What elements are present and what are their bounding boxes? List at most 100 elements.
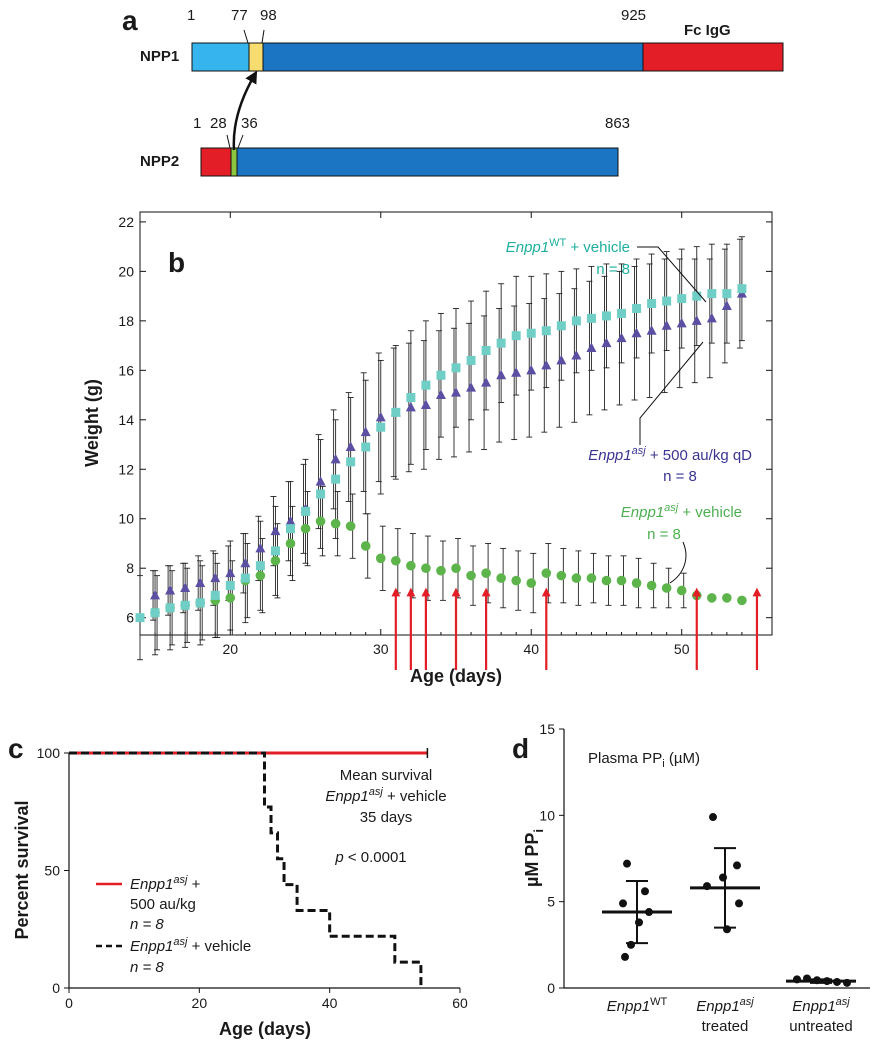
label-asj-treated-leader [639, 341, 704, 445]
survival-annotation-rest: + vehicle [383, 788, 447, 805]
point-treated [210, 572, 221, 583]
category-untreated: Enpp1asj [792, 996, 850, 1015]
panel-label-d: d [512, 733, 529, 764]
plot-d-title: Plasma PPi (µM) [588, 750, 700, 770]
data-point-wt [645, 908, 653, 917]
point-vehicle [436, 565, 446, 576]
point-vehicle [676, 585, 687, 596]
y-tick-label-14: 14 [118, 412, 134, 428]
legend-vehicle-n: n = 8 [130, 959, 164, 976]
npp2-tick-36 [237, 134, 244, 149]
point-vehicle [586, 573, 597, 583]
npp2-n-terminal-domain [200, 147, 232, 177]
point-treated [315, 476, 326, 486]
category-treated-gene: Enpp1 [696, 998, 739, 1015]
point-treated [270, 525, 281, 536]
point-treated [571, 349, 582, 360]
npp1-pos-77: 77 [231, 7, 248, 24]
label-asj-treated-rest: + 500 au/kg qD [646, 447, 752, 464]
npp2-catalytic-domain [236, 147, 619, 177]
plot-b-markers [135, 284, 747, 623]
c-x-tick-label-0: 0 [65, 995, 73, 1011]
plot-d-ylabel-sub: i [531, 829, 546, 833]
point-vehicle [345, 521, 356, 531]
npp1-pos-1: 1 [187, 7, 195, 24]
point-wt [240, 573, 250, 583]
point-treated [691, 315, 702, 325]
survival-curve-vehicle [69, 751, 423, 988]
category-untreated-gene: Enpp1 [792, 998, 835, 1015]
point-wt [225, 581, 235, 591]
panel-c: c 0 50 100 0 20 40 60 Percent survival Age (da… [8, 733, 468, 1039]
point-wt [406, 393, 416, 403]
d-y-tick-label-0: 0 [547, 980, 555, 996]
domain-swap-arrow [232, 70, 258, 151]
npp1-pos-925: 925 [621, 7, 646, 24]
point-wt [331, 474, 341, 484]
point-vehicle [255, 570, 266, 581]
x-tick-label-30: 30 [373, 641, 389, 657]
panel-a: a 1 77 98 925 Fc IgG NPP1 1 28 36 863 NP… [122, 5, 784, 177]
point-treated [676, 317, 687, 328]
point-vehicle [421, 563, 431, 574]
npp2-label: NPP2 [140, 153, 179, 170]
point-vehicle [466, 570, 476, 581]
point-wt [316, 489, 326, 499]
point-treated [360, 426, 371, 437]
plot-d-title-suffix: (µM) [665, 750, 700, 767]
point-treated [601, 337, 612, 348]
c-y-tick-label-100: 100 [37, 745, 61, 761]
survival-annotation-sup: asj [369, 786, 384, 798]
legend-vehicle-rest: + vehicle [187, 938, 251, 955]
point-wt [421, 380, 431, 390]
point-wt [255, 561, 265, 571]
legend-treated-sup: asj [173, 874, 188, 886]
y-tick-label-10: 10 [118, 511, 134, 527]
point-treated [195, 577, 206, 588]
y-tick-label-8: 8 [126, 560, 134, 576]
x-tick-label-20: 20 [222, 641, 238, 657]
point-vehicle [646, 580, 657, 591]
point-vehicle [616, 575, 627, 586]
category-wt-sup: WT [650, 996, 667, 1008]
point-treated [451, 387, 461, 397]
point-treated [225, 567, 236, 578]
point-wt [270, 546, 280, 556]
point-wt [632, 303, 642, 313]
data-point-untreated [803, 974, 811, 983]
npp1-n-terminal-domain [191, 42, 250, 72]
plot-d-ylabel: µM PPi [522, 829, 546, 887]
point-treated [661, 320, 672, 330]
point-wt [556, 321, 566, 331]
category-treated-line2: treated [702, 1018, 749, 1035]
label-wt-sup: WT [549, 237, 566, 249]
plot-c-ylabel: Percent survival [12, 800, 32, 939]
point-wt [180, 600, 190, 610]
label-asj-vehicle-gene: Enpp1 [621, 504, 664, 521]
data-point-untreated [833, 977, 841, 986]
npp2-pos-1: 1 [193, 115, 201, 132]
plot-b-ylabel: Weight (g) [82, 379, 102, 467]
label-asj-vehicle: Enpp1asj + vehicle [621, 502, 742, 521]
survival-annotation-line1: Mean survival [340, 767, 433, 784]
panel-label-a: a [122, 5, 138, 36]
point-treated [375, 411, 386, 422]
point-wt [571, 316, 581, 326]
data-point-treated [719, 873, 727, 882]
survival-pvalue-p: p [334, 849, 343, 866]
category-wt: Enpp1WT [607, 996, 668, 1015]
point-wt [737, 284, 747, 294]
point-treated [481, 377, 492, 387]
point-wt [466, 355, 476, 365]
legend-treated-n: n = 8 [130, 916, 164, 933]
point-wt [526, 328, 536, 338]
data-point-wt [641, 887, 649, 896]
c-y-tick-label-0: 0 [52, 980, 60, 996]
category-untreated-line2: untreated [789, 1018, 852, 1035]
legend-vehicle-gene: Enpp1 [130, 938, 173, 955]
label-wt-gene: Enpp1 [506, 239, 549, 256]
data-point-wt [619, 899, 627, 908]
point-wt [150, 608, 160, 618]
